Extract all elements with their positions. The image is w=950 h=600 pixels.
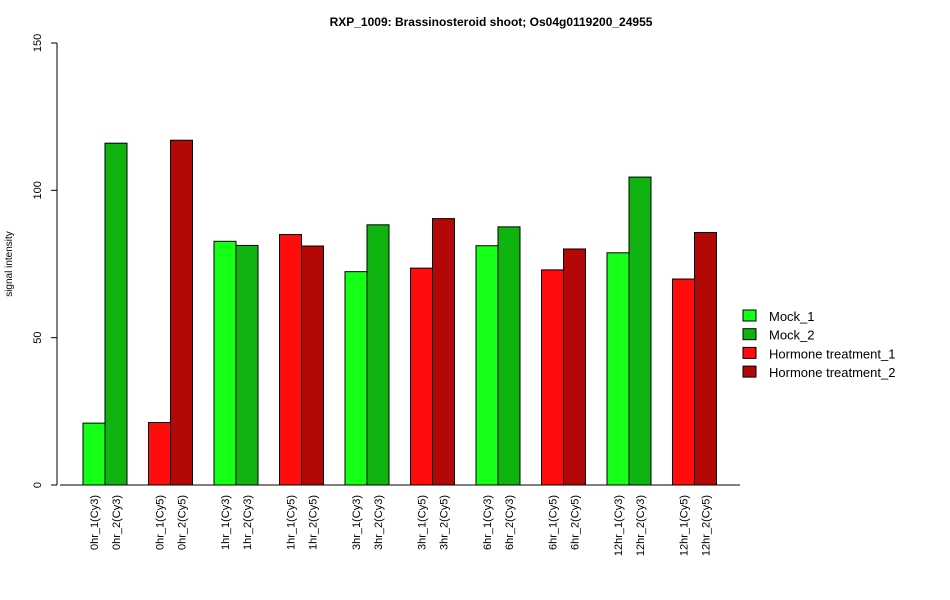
x-tick-label: 0hr_2(Cy3)	[111, 495, 123, 550]
x-tick-label: 3hr_2(Cy3)	[373, 495, 385, 550]
x-tick-label: 1hr_2(Cy5)	[308, 495, 320, 550]
y-axis: 0 50 100 150	[32, 34, 58, 488]
bar	[475, 245, 499, 486]
x-tick-label: 6hr_1(Cy5)	[548, 495, 560, 550]
legend: Mock_1 Mock_2 Hormone treatment_1 Hormone t…	[742, 309, 895, 380]
legend-label: Hormone treatment_1	[769, 346, 895, 361]
bar	[366, 224, 390, 486]
legend-swatch	[742, 346, 757, 359]
y-tick-label: 100	[32, 181, 44, 199]
x-tick-labels: 0hr_1(Cy3) 0hr_2(Cy3) 0hr_1(Cy5) 0hr_2(Cy5)…	[89, 495, 713, 556]
bar	[279, 234, 302, 486]
x-tick-label: 6hr_2(Cy3)	[504, 495, 516, 550]
y-tick-label: 150	[32, 34, 44, 52]
bar	[82, 422, 106, 486]
bar	[541, 269, 564, 486]
bar	[235, 244, 259, 486]
x-tick-label: 0hr_2(Cy5)	[177, 495, 189, 550]
bar	[563, 248, 586, 486]
bar	[606, 252, 630, 486]
y-tick-label: 50	[32, 332, 44, 344]
y-axis-label: signal intensity	[4, 231, 15, 297]
bar	[672, 278, 695, 486]
bar	[344, 271, 368, 486]
legend-label: Mock_2	[769, 328, 815, 343]
x-tick-label: 1hr_1(Cy5)	[286, 495, 298, 550]
bar	[410, 267, 433, 486]
x-tick-label: 6hr_2(Cy5)	[570, 495, 582, 550]
bar	[148, 422, 171, 486]
x-tick-label: 12hr_2(Cy3)	[635, 495, 647, 556]
x-tick-label: 6hr_1(Cy3)	[482, 495, 494, 550]
x-tick-label: 3hr_2(Cy5)	[439, 495, 451, 550]
x-tick-label: 12hr_1(Cy5)	[679, 495, 691, 556]
bar	[104, 142, 128, 486]
legend-swatch	[742, 309, 757, 322]
bar	[628, 176, 652, 486]
bar	[213, 240, 237, 486]
bar	[694, 231, 717, 486]
x-tick-label: 0hr_1(Cy3)	[89, 495, 101, 550]
x-tick-label: 1hr_2(Cy3)	[242, 495, 254, 550]
chart-title: RXP_1009: Brassinosteroid shoot; Os04g01…	[330, 15, 653, 29]
legend-label: Hormone treatment_2	[769, 365, 895, 380]
x-tick-label: 12hr_1(Cy3)	[613, 495, 625, 556]
bar	[301, 245, 324, 486]
legend-swatch	[742, 328, 757, 341]
x-tick-label: 3hr_1(Cy5)	[417, 495, 429, 550]
bar	[497, 226, 521, 486]
x-tick-label: 0hr_1(Cy5)	[155, 495, 167, 550]
y-tick-label: 0	[32, 482, 44, 488]
x-tick-label: 3hr_1(Cy3)	[351, 495, 363, 550]
bar	[432, 218, 455, 486]
bar	[170, 139, 193, 486]
legend-label: Mock_1	[769, 309, 815, 324]
x-tick-label: 12hr_2(Cy5)	[701, 495, 713, 556]
bars	[82, 139, 717, 486]
x-tick-label: 1hr_1(Cy3)	[220, 495, 232, 550]
legend-swatch	[742, 365, 757, 378]
